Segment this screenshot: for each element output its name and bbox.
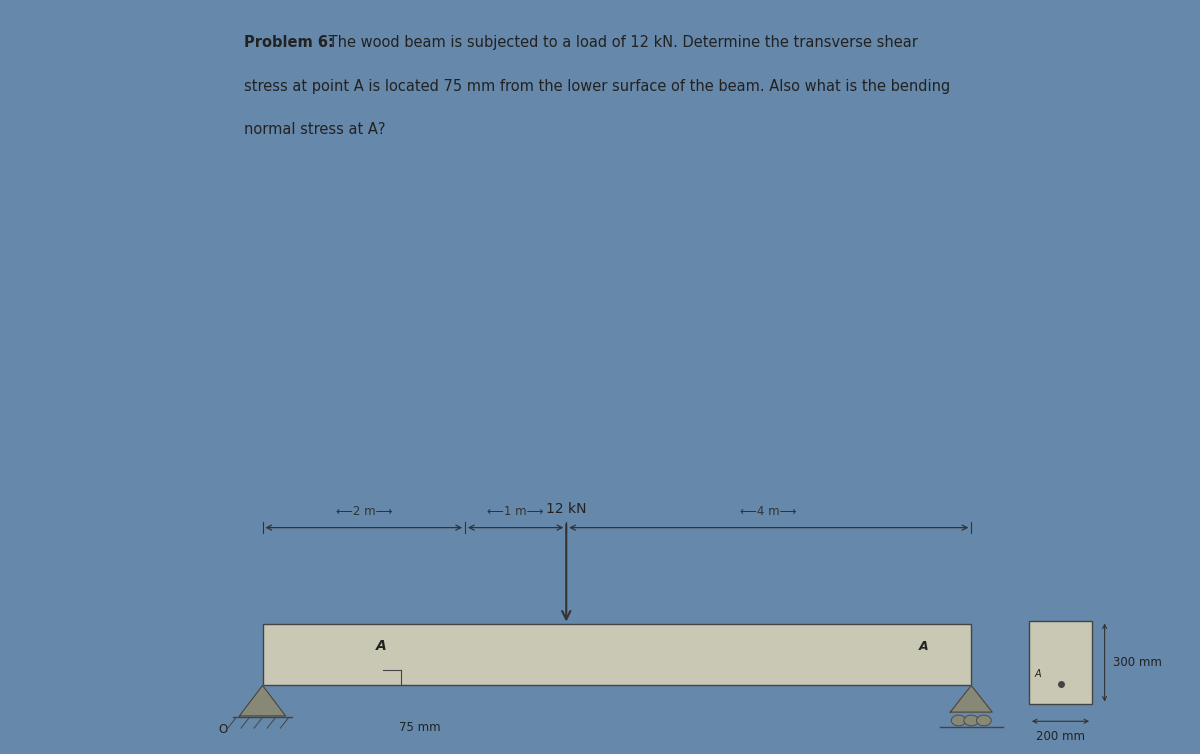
Bar: [1030, 621, 1092, 704]
Text: ⟵1 m⟶: ⟵1 m⟶: [487, 504, 544, 518]
Text: 300 mm: 300 mm: [1114, 656, 1162, 669]
Text: 75 mm: 75 mm: [400, 721, 440, 734]
Text: The wood beam is subjected to a load of 12 kN. Determine the transverse shear: The wood beam is subjected to a load of …: [324, 35, 918, 51]
Text: A: A: [376, 639, 386, 653]
Text: Problem 6:: Problem 6:: [244, 35, 334, 51]
Polygon shape: [240, 685, 286, 716]
Circle shape: [977, 715, 991, 726]
Text: O: O: [218, 722, 228, 736]
Text: A: A: [1034, 670, 1040, 679]
Polygon shape: [950, 685, 992, 712]
Text: stress at point A is located 75 mm from the lower surface of the beam. Also what: stress at point A is located 75 mm from …: [244, 79, 950, 93]
Text: A: A: [919, 639, 929, 653]
Circle shape: [952, 715, 966, 726]
Text: normal stress at A?: normal stress at A?: [244, 122, 385, 137]
Text: ⟵4 m⟶: ⟵4 m⟶: [740, 504, 797, 518]
Text: 12 kN: 12 kN: [546, 502, 587, 516]
Text: 200 mm: 200 mm: [1036, 731, 1085, 743]
Text: ⟵2 m⟶: ⟵2 m⟶: [336, 504, 392, 518]
Circle shape: [964, 715, 979, 726]
Bar: [263, 624, 971, 685]
